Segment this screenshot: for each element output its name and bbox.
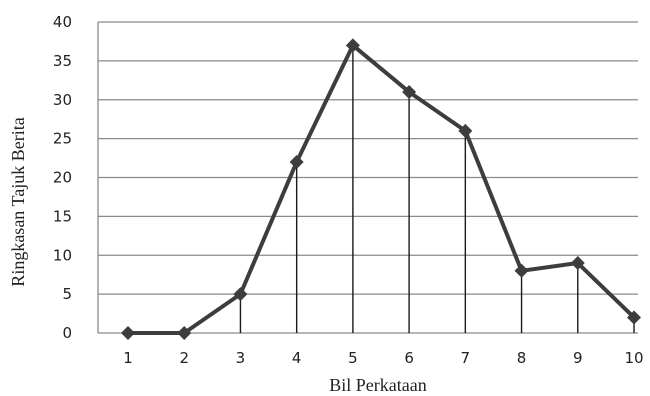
x-tick-label-4: 4 xyxy=(292,349,302,367)
y-tick-label-20: 20 xyxy=(53,169,72,187)
x-tick-label-7: 7 xyxy=(461,349,471,367)
x-tick-label-10: 10 xyxy=(624,349,643,367)
y-tick-label-10: 10 xyxy=(53,246,72,264)
data-point-3 xyxy=(233,287,248,302)
gridlines xyxy=(97,21,638,334)
data-point-10 xyxy=(627,310,641,325)
y-tick-labels: 0 5 10 15 20 25 30 35 40 xyxy=(53,13,72,342)
data-point-4 xyxy=(289,154,304,169)
y-tick-label-35: 35 xyxy=(53,52,72,70)
y-tick-label-5: 5 xyxy=(62,285,72,303)
x-tick-label-3: 3 xyxy=(236,349,246,367)
y-tick-label-15: 15 xyxy=(53,207,72,225)
x-axis-label: Bil Perkataan xyxy=(329,375,426,395)
y-tick-label-40: 40 xyxy=(53,13,72,31)
y-tick-label-25: 25 xyxy=(53,130,72,148)
data-point-6 xyxy=(402,84,417,99)
series-layer xyxy=(121,38,641,340)
data-point-7 xyxy=(458,123,473,138)
data-point-2 xyxy=(177,326,192,340)
y-axis-label: Ringkasan Tajuk Berita xyxy=(8,117,28,286)
x-tick-label-1: 1 xyxy=(123,349,133,367)
drop-lines xyxy=(239,45,635,333)
data-point-9 xyxy=(570,256,585,271)
y-tick-label-30: 30 xyxy=(53,91,72,109)
x-tick-labels: 1 2 3 4 5 6 7 8 9 10 xyxy=(123,349,643,367)
y-tick-label-0: 0 xyxy=(62,324,72,342)
x-tick-label-2: 2 xyxy=(179,349,189,367)
x-tick-label-8: 8 xyxy=(517,349,527,367)
data-point-1 xyxy=(121,326,135,340)
x-tick-label-6: 6 xyxy=(404,349,414,367)
x-tick-label-9: 9 xyxy=(573,349,583,367)
x-tick-label-5: 5 xyxy=(348,349,358,367)
series-line xyxy=(128,43,636,335)
data-point-8 xyxy=(514,263,529,278)
data-point-5 xyxy=(345,38,360,53)
